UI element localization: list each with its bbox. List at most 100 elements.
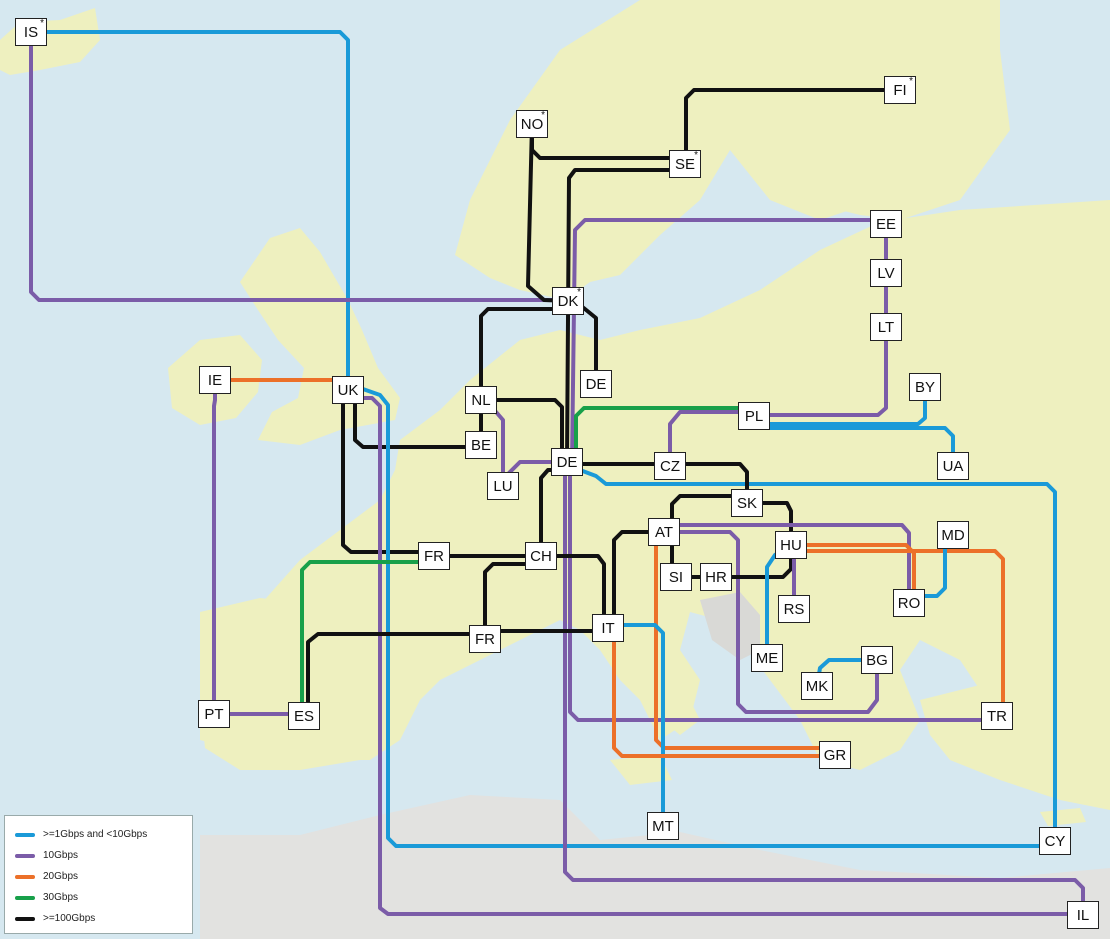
node-si: SI [660,563,692,591]
link-nl-de [479,398,564,464]
node-label: ME [755,649,779,667]
link-ee-de [570,218,888,464]
legend-label-1g: >=1Gbps and <10Gbps [43,829,148,840]
link-dk-nl [479,307,570,402]
link-ch-it [539,554,606,630]
node-label: DK [557,292,579,310]
link-uk-cy [358,386,1057,848]
node-label: IT [601,619,615,637]
link-ch-fr2 [483,562,543,641]
node-rs: RS [778,595,810,623]
node-label: SE [674,155,695,173]
node-fr1: FR [418,542,450,570]
node-label: LU [493,477,513,495]
node-at: AT [648,518,680,546]
node-label: NO [520,115,544,133]
node-de1: DE [580,370,612,398]
node-label: BY [914,378,935,396]
node-ua: UA [937,452,969,480]
node-label: ES [293,707,314,725]
link-pl-ua [752,426,955,468]
turkey-land [920,670,1110,810]
node-ch: CH [525,542,557,570]
link-ie-pt [212,388,217,716]
link-uk-nl [353,388,483,449]
link-se-de [565,168,687,464]
node-label: BG [866,651,888,669]
north-africa-land [200,795,1110,939]
legend-swatch-30g [15,895,35,900]
node-il: IL [1067,901,1099,929]
finland-land [760,30,1010,220]
node-label: SI [668,568,684,586]
link-fr1-es [300,560,436,718]
link-de-pl [574,406,756,464]
node-label: UK [337,381,359,399]
node-label: RS [783,600,805,618]
node-label: PT [204,705,224,723]
node-label: IL [1076,906,1090,924]
node-star-marker: * [694,150,698,161]
node-ie: IE [199,366,231,394]
node-be: BE [465,431,497,459]
node-se: SE * [669,150,701,178]
node-label: IE [207,371,223,389]
node-hu: HU [775,531,807,559]
link-fi-se [684,88,902,166]
link-by-pl [752,385,927,426]
legend-label-10g: 10Gbps [43,850,79,861]
node-nl: NL [465,386,497,414]
node-ro: RO [893,589,925,617]
node-es: ES [288,702,320,730]
node-dk: DK * [552,287,584,315]
node-label: MD [941,526,965,544]
link-de-tr [568,468,999,722]
node-label: CY [1044,832,1066,850]
node-label: LT [877,318,895,336]
iberia-land [200,598,460,770]
node-hr: HR [700,563,732,591]
link-cz-sk [668,462,749,505]
node-label: MT [652,817,674,835]
node-star-marker: * [909,76,913,87]
node-label: FI [893,81,907,99]
legend-swatch-10g [15,853,35,858]
node-is: IS * [15,18,47,46]
link-dk-de1 [578,303,598,386]
node-label: FR [424,547,444,565]
legend-swatch-1g [15,832,35,837]
sicily-land [610,755,672,785]
legend-label-20g: 20Gbps [43,871,79,882]
node-de: DE [551,448,583,476]
legend-item-20g: 20Gbps [15,866,192,887]
cyprus-land [1040,808,1086,826]
node-bg: BG [861,646,893,674]
link-uk-fr1 [341,388,436,554]
node-label: AT [654,523,674,541]
balkans-grey-land [700,592,760,660]
links-layer [29,30,1085,917]
node-star-marker: * [40,18,44,29]
link-it-gr [612,626,837,758]
node-me: ME [751,644,783,672]
link-is-uk [29,30,350,392]
legend-item-100g: >=100Gbps [15,908,192,929]
node-label: LV [877,264,895,282]
node-label: EE [875,215,896,233]
legend-label-100g: >=100Gbps [43,913,96,924]
node-pt: PT [198,700,230,728]
link-pl-cz [668,410,756,468]
legend-item-10g: 10Gbps [15,845,192,866]
node-label: UA [942,457,964,475]
link-at-it [612,530,666,630]
link-uk-il [346,396,1085,916]
node-fi: FI * [884,76,916,104]
node-label: CH [530,547,552,565]
link-is-dk [29,30,570,302]
node-star-marker: * [577,287,581,298]
node-tr: TR [981,702,1013,730]
link-de-cy [578,468,1057,843]
node-label: GR [823,746,847,764]
node-label: IS [23,23,39,41]
